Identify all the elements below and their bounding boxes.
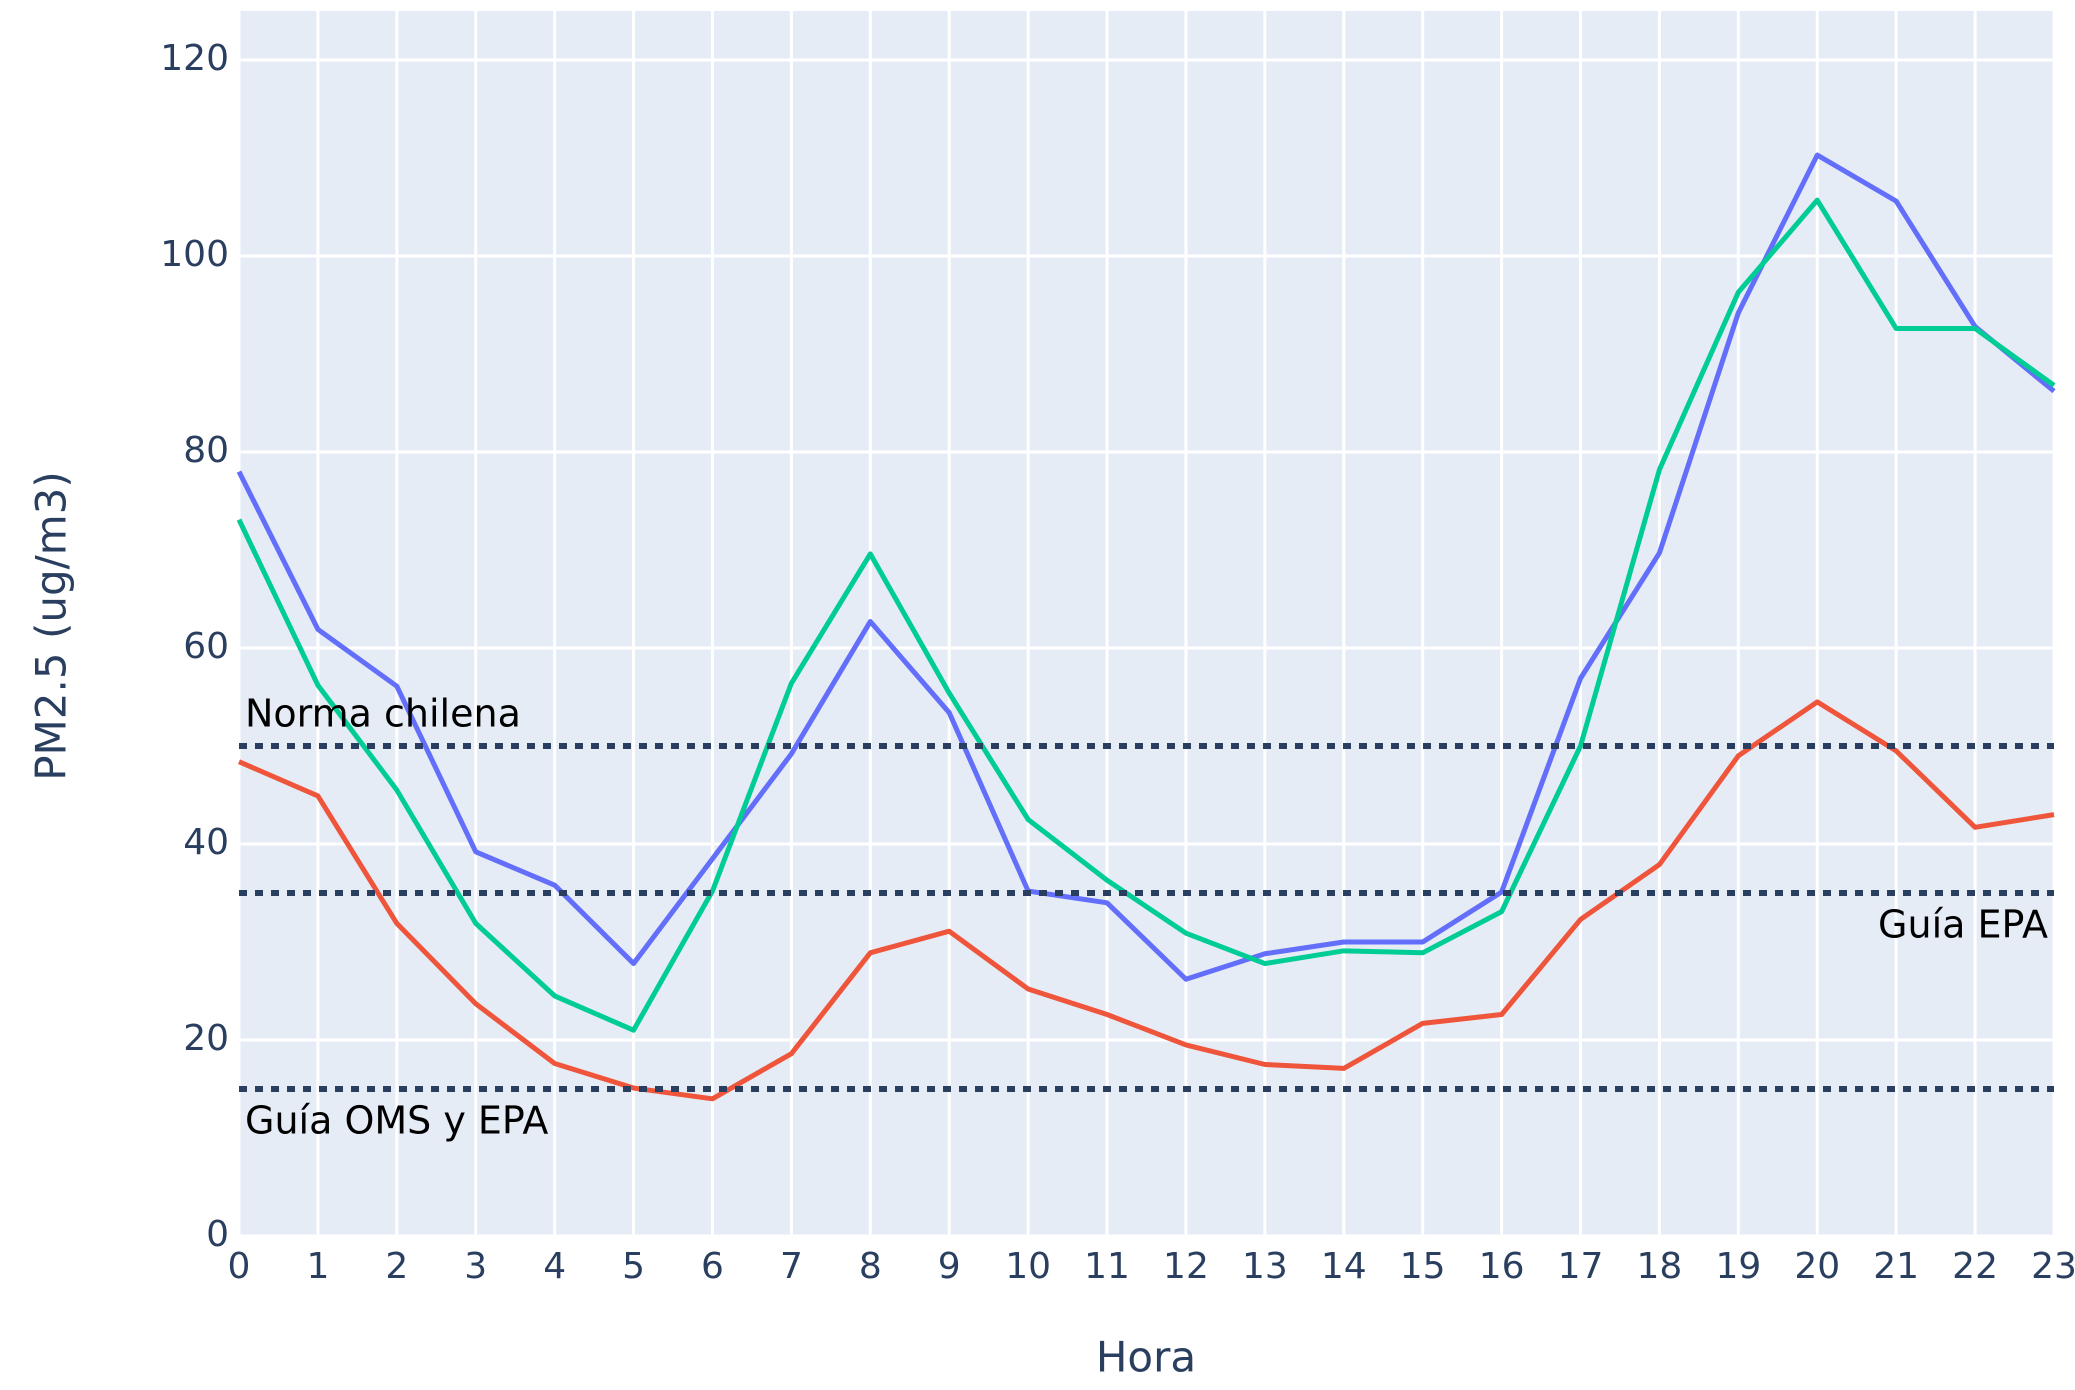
x-tick-label: 19: [1715, 1246, 1761, 1287]
x-tick-label: 2: [385, 1246, 408, 1287]
x-tick-label: 0: [228, 1246, 251, 1287]
series-line: [236, 197, 2056, 1033]
x-tick-label: 23: [2031, 1246, 2075, 1287]
y-tick-label: 0: [206, 1214, 229, 1255]
annotation: Guía OMS y EPA: [245, 1099, 548, 1143]
y-tick-label: 20: [183, 1018, 229, 1059]
x-tick-label: 16: [1479, 1246, 1525, 1287]
x-tick-label: 6: [701, 1246, 724, 1287]
x-tick-label: 7: [780, 1246, 803, 1287]
x-tick-label: 9: [938, 1246, 961, 1287]
x-tick-label: 8: [859, 1246, 882, 1287]
y-tick-label: 100: [160, 234, 229, 275]
annotation: Guía EPA: [1878, 903, 2048, 947]
x-tick-label: 13: [1242, 1246, 1288, 1287]
x-tick-label: 17: [1558, 1246, 1604, 1287]
x-tick-label: 10: [1005, 1246, 1051, 1287]
x-tick-label: 11: [1084, 1246, 1130, 1287]
x-tick-label: 22: [1952, 1246, 1998, 1287]
y-tick-label: 80: [183, 430, 229, 471]
x-tick-label: 3: [464, 1246, 487, 1287]
x-tick-label: 4: [543, 1246, 566, 1287]
x-tick-label: 21: [1873, 1246, 1919, 1287]
x-tick-label: 12: [1163, 1246, 1209, 1287]
series-line: [238, 699, 2055, 1102]
plot-background: [239, 11, 2054, 1236]
x-tick-label: 14: [1321, 1246, 1367, 1287]
x-tick-label: 18: [1637, 1246, 1683, 1287]
series-line: [236, 152, 2056, 982]
y-axis-label: PM2.5 (ug/m3): [27, 471, 76, 781]
x-tick-label: 1: [306, 1246, 329, 1287]
y-tick-label: 40: [183, 822, 229, 863]
x-tick-label: 15: [1400, 1246, 1446, 1287]
x-tick-label: 20: [1794, 1246, 1840, 1287]
y-tick-label: 60: [183, 626, 229, 667]
x-tick-label: 5: [622, 1246, 645, 1287]
y-tick-label: 120: [160, 38, 229, 79]
annotation: Norma chilena: [245, 692, 521, 736]
x-axis-label: Hora: [1096, 1333, 1196, 1382]
